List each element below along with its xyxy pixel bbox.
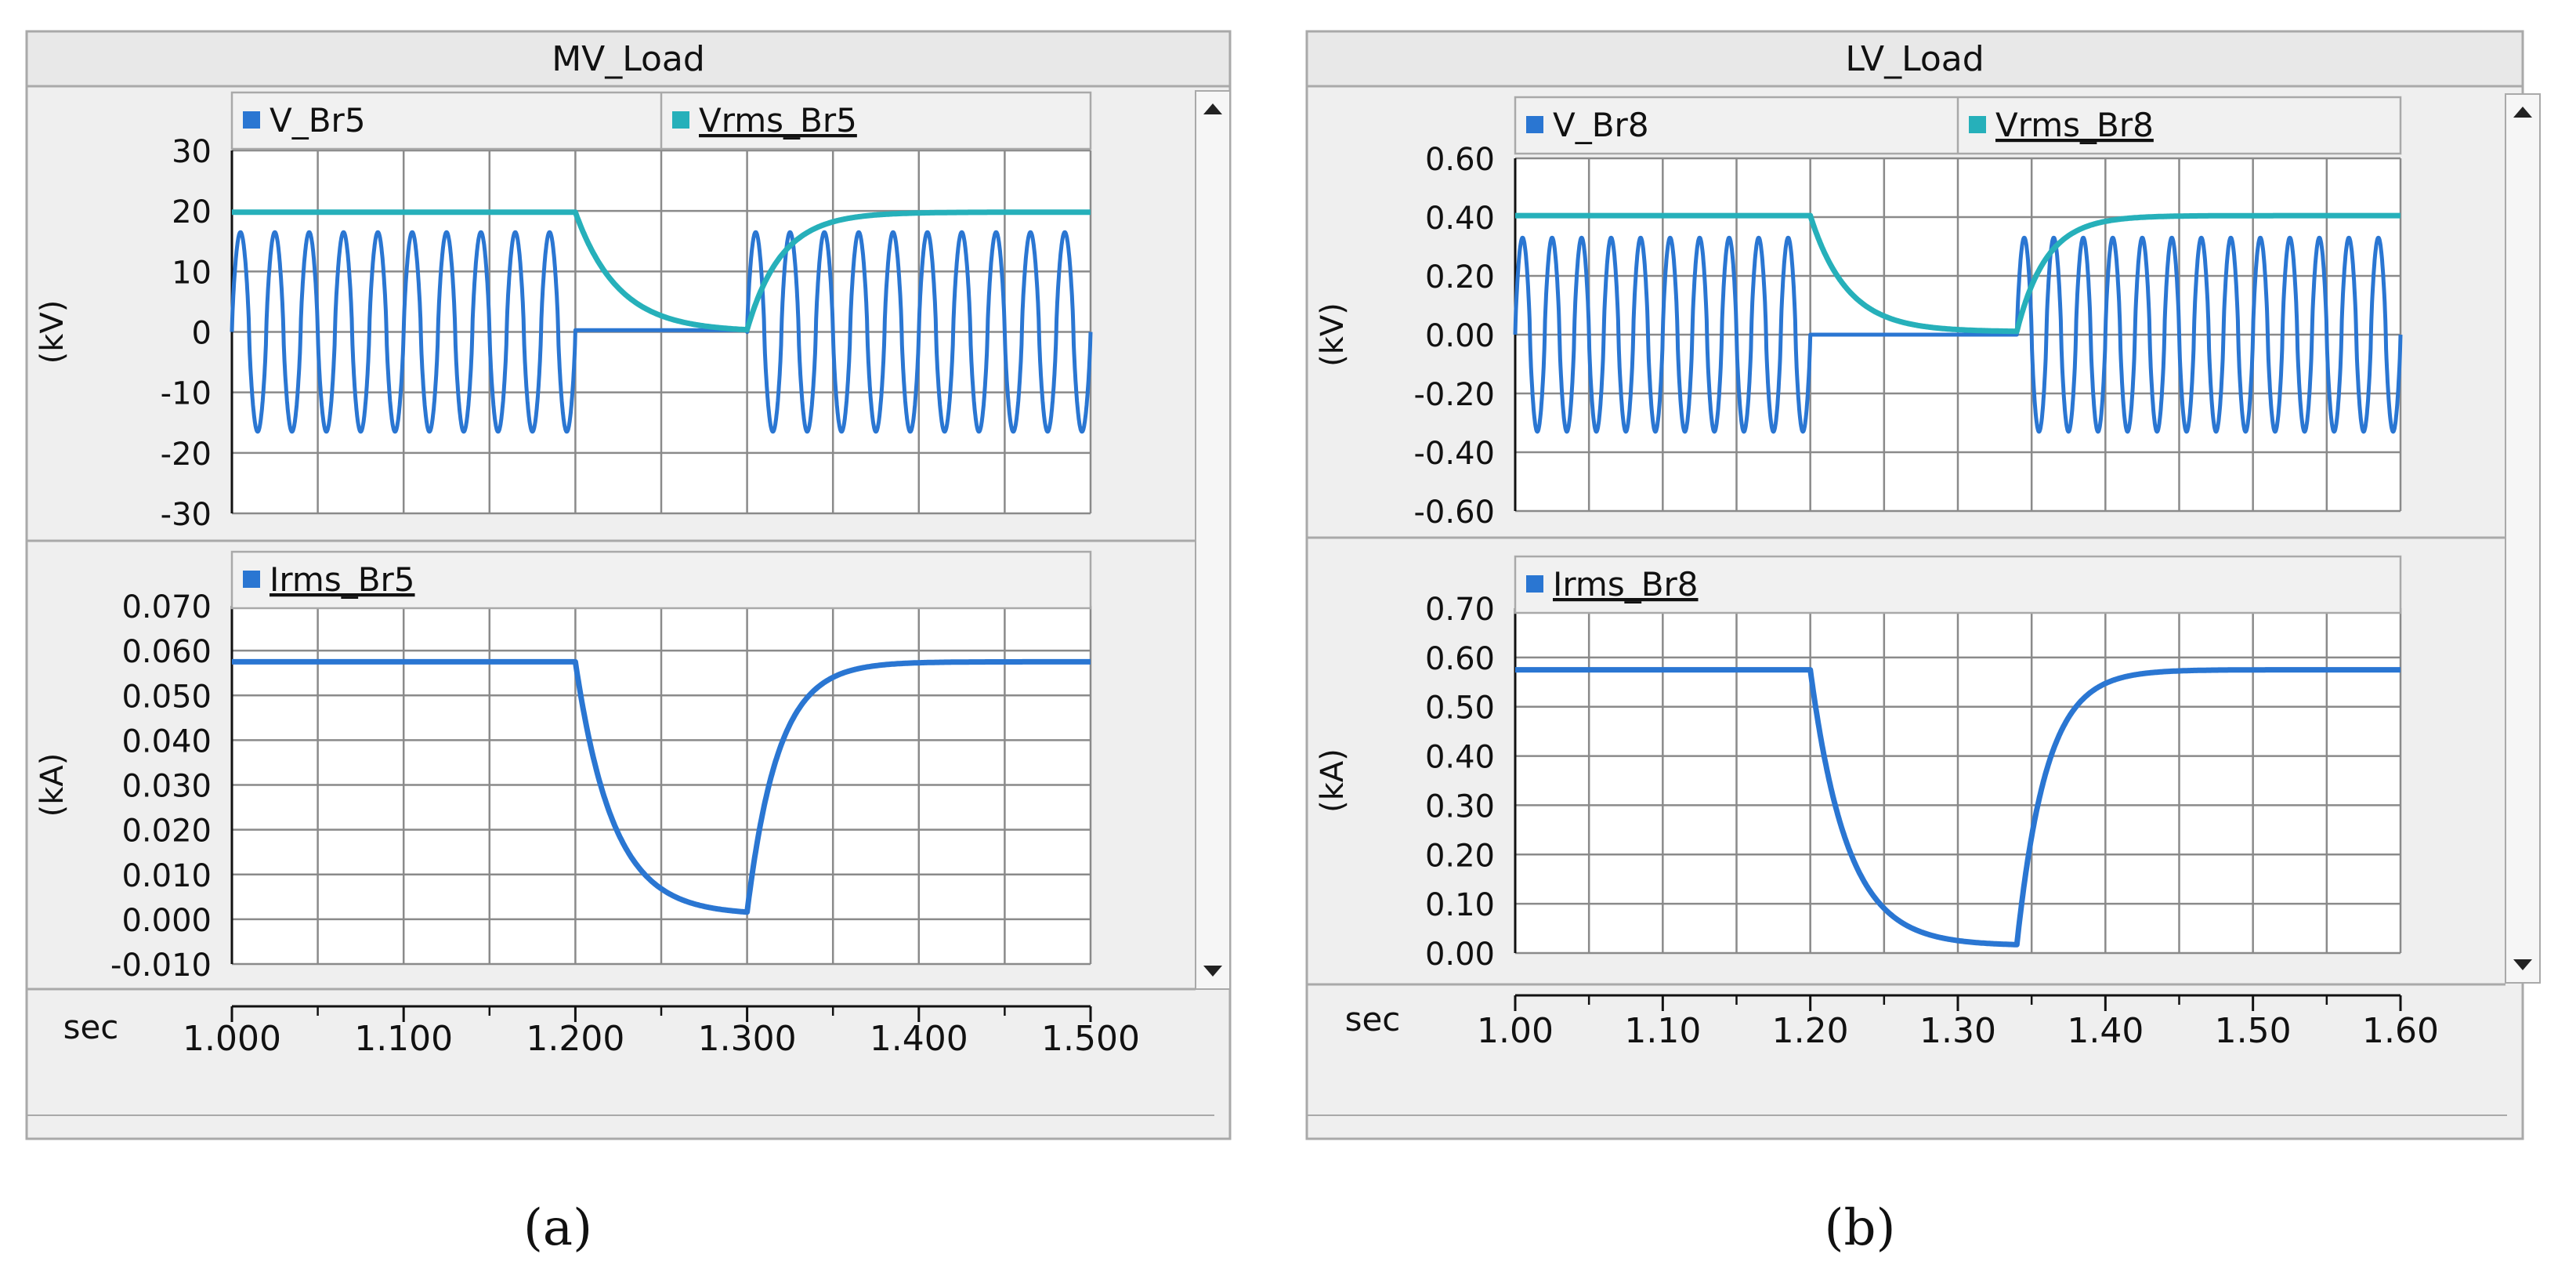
y-tick-label: 0.60 bbox=[1425, 641, 1495, 677]
y-tick-label: 30 bbox=[172, 134, 212, 170]
x-tick-label: 1.20 bbox=[1772, 1011, 1849, 1051]
y-tick-label: 20 bbox=[172, 194, 212, 230]
y-tick-label: 0.00 bbox=[1425, 937, 1495, 973]
series-line-irms-br8 bbox=[1513, 667, 2403, 948]
panel-title-bar bbox=[25, 30, 1232, 88]
legend-entry: Vrms_Br8 bbox=[1995, 106, 2154, 144]
y-tick-label: 0.050 bbox=[121, 679, 212, 715]
y-tick-label: 0.030 bbox=[121, 769, 212, 805]
y-tick-label: 0.50 bbox=[1425, 690, 1495, 727]
scroll-down-arrow-icon[interactable] bbox=[2513, 959, 2532, 970]
x-tick-label: 1.60 bbox=[2362, 1011, 2439, 1051]
scroll-up-arrow-icon[interactable] bbox=[1203, 103, 1222, 114]
y-tick-label: 0.10 bbox=[1425, 887, 1495, 923]
x-tick-label: 1.40 bbox=[2067, 1011, 2144, 1051]
legend-swatch-icon bbox=[243, 111, 260, 129]
legend-entry: Irms_Br8 bbox=[1553, 565, 1699, 603]
y-tick-label: 0.040 bbox=[121, 723, 212, 759]
y-unit-label: (kV) bbox=[34, 300, 71, 364]
y-tick-label: 0.20 bbox=[1425, 838, 1495, 874]
y-tick-label: 0.20 bbox=[1425, 259, 1495, 295]
x-tick-label: 1.500 bbox=[1041, 1019, 1140, 1059]
y-unit-label: (kV) bbox=[1315, 303, 1351, 367]
x-tick-label: 1.00 bbox=[1477, 1011, 1554, 1051]
x-tick-label: 1.000 bbox=[183, 1019, 281, 1059]
x-tick-label: 1.30 bbox=[1919, 1011, 1996, 1051]
figure-label-a: (a) bbox=[523, 1199, 592, 1257]
lv-load-panel: LV_Load 0.60 0.40 0.20 0.00 -0.20 -0.40 -0.60 (k… bbox=[1305, 30, 2541, 1140]
y-tick-label: 0.020 bbox=[121, 814, 212, 850]
series-line-v-br5 bbox=[230, 230, 1093, 434]
y-unit-label: (kA) bbox=[34, 753, 71, 817]
legend-bar bbox=[1514, 555, 2402, 614]
y-unit-label: (kA) bbox=[1315, 748, 1351, 813]
legend-entry: Irms_Br5 bbox=[270, 560, 415, 599]
y-tick-label: 0.40 bbox=[1425, 201, 1495, 237]
series-line-vrms-br5 bbox=[230, 209, 1093, 333]
x-tick-label: 1.10 bbox=[1624, 1011, 1701, 1051]
panel-title-bar bbox=[1305, 30, 2524, 88]
legend-entry: Vrms_Br5 bbox=[699, 101, 857, 140]
x-tick-label: 1.50 bbox=[2215, 1011, 2292, 1051]
legend-swatch-icon bbox=[243, 571, 260, 588]
y-tick-label: -0.20 bbox=[1414, 377, 1496, 413]
legend-swatch-icon bbox=[1969, 116, 1986, 133]
y-tick-label: 10 bbox=[172, 255, 212, 291]
y-tick-label: -0.60 bbox=[1414, 495, 1496, 531]
time-axis-label: sec bbox=[63, 1008, 119, 1046]
legend-entry: V_Br5 bbox=[270, 101, 366, 140]
vertical-scrollbar[interactable] bbox=[1195, 90, 1231, 990]
x-tick-label: 1.200 bbox=[526, 1019, 624, 1059]
vertical-scrollbar[interactable] bbox=[2505, 93, 2541, 984]
y-tick-label: 0.30 bbox=[1425, 788, 1495, 825]
legend-swatch-icon bbox=[1526, 575, 1543, 593]
y-tick-label: 0.40 bbox=[1425, 740, 1495, 776]
legend-swatch-icon bbox=[1526, 116, 1543, 133]
x-tick-label: 1.100 bbox=[354, 1019, 453, 1059]
legend-entry: V_Br8 bbox=[1553, 106, 1649, 144]
y-tick-label: 0.000 bbox=[121, 903, 212, 939]
y-tick-label: -10 bbox=[161, 376, 212, 412]
y-tick-label: 0.070 bbox=[121, 589, 212, 625]
y-tick-label: 0 bbox=[192, 316, 212, 352]
y-tick-label: -0.40 bbox=[1414, 436, 1496, 472]
legend-bar bbox=[230, 550, 1092, 610]
y-tick-label: -20 bbox=[161, 437, 212, 473]
x-tick-label: 1.300 bbox=[698, 1019, 797, 1059]
panel-title: LV_Load bbox=[1845, 39, 1984, 79]
panel-title: MV_Load bbox=[552, 39, 705, 79]
series-line-v-br8 bbox=[1513, 235, 2403, 434]
series-line-vrms-br8 bbox=[1513, 212, 2403, 335]
figure-label-b: (b) bbox=[1825, 1199, 1896, 1257]
y-tick-label: 0.010 bbox=[121, 858, 212, 894]
y-tick-label: -30 bbox=[161, 497, 212, 533]
y-tick-label: 0.70 bbox=[1425, 592, 1495, 628]
y-tick-label: -0.010 bbox=[110, 948, 212, 984]
series-line-irms-br5 bbox=[230, 658, 1093, 915]
y-tick-label: 0.00 bbox=[1425, 318, 1495, 354]
scroll-down-arrow-icon[interactable] bbox=[1203, 966, 1222, 977]
mv-load-panel: MV_Load 30 20 10 0 -10 -20 -30 (kV) V_Br5 Vrms_Br5… bbox=[25, 30, 1232, 1140]
legend-swatch-icon bbox=[672, 111, 689, 129]
x-tick-label: 1.400 bbox=[870, 1019, 968, 1059]
y-tick-label: 0.060 bbox=[121, 634, 212, 670]
time-axis-label: sec bbox=[1345, 1000, 1401, 1038]
scroll-up-arrow-icon[interactable] bbox=[2513, 107, 2532, 118]
y-tick-label: 0.60 bbox=[1425, 142, 1495, 178]
